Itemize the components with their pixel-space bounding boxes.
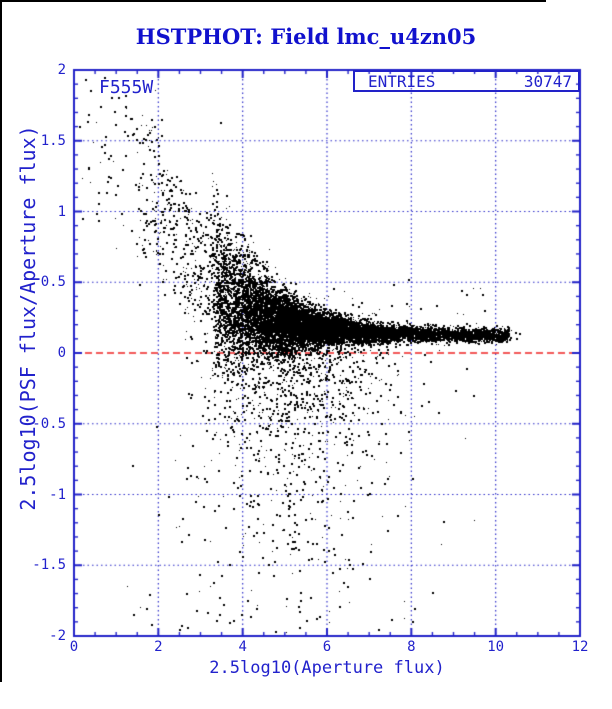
stats-entries-label: ENTRIES	[368, 71, 436, 91]
y-tick-label: 2	[57, 62, 66, 78]
x-tick-label: 0	[69, 639, 79, 655]
stats-box: ENTRIES 30747	[353, 70, 580, 92]
x-tick-label: 4	[238, 639, 247, 655]
y-tick-label: 0	[57, 345, 66, 361]
filter-annotation: F555W	[99, 77, 154, 98]
y-tick-label: -1.5	[32, 557, 66, 574]
page-title: HSTPHOT: Field lmc_u4zn05	[135, 24, 477, 49]
x-tick-label: 2	[154, 639, 163, 655]
x-tick-label: 6	[322, 639, 332, 655]
stats-entries-value: 30747	[523, 71, 572, 91]
x-tick-label: 8	[407, 639, 416, 655]
y-tick-label: 0.5	[40, 274, 66, 291]
x-axis-label: 2.5log10(Aperture flux)	[209, 658, 445, 678]
x-tick-label: 10	[487, 639, 505, 655]
x-tick-label: 12	[571, 639, 589, 655]
y-tick-label: -1	[49, 486, 66, 503]
y-tick-label: -2	[49, 628, 66, 644]
y-tick-label: 1	[57, 203, 66, 220]
y-axis-label: 2.5log10(PSF flux/Aperture flux)	[16, 125, 40, 511]
y-tick-label: -0.5	[32, 415, 66, 432]
y-tick-label: 1.5	[40, 132, 66, 149]
